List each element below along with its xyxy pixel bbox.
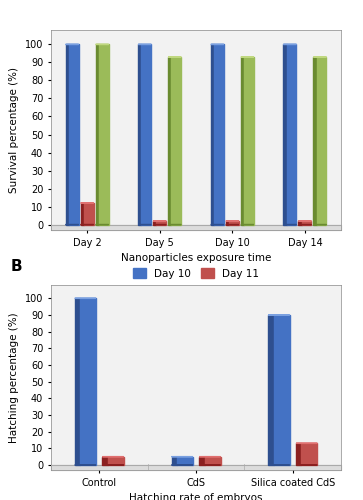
Bar: [66, 44, 69, 224]
Bar: [142, 44, 151, 224]
Bar: [51, 465, 341, 470]
Bar: [108, 456, 124, 465]
Bar: [81, 203, 84, 224]
Bar: [138, 44, 142, 224]
Bar: [51, 224, 341, 230]
Bar: [226, 221, 229, 224]
Legend: Day 10, Day 11: Day 10, Day 11: [129, 264, 263, 283]
Bar: [229, 221, 239, 224]
Y-axis label: Survival percentage (%): Survival percentage (%): [9, 67, 19, 193]
Bar: [153, 221, 156, 224]
Bar: [99, 44, 109, 224]
Bar: [298, 221, 302, 224]
Bar: [171, 57, 181, 224]
Bar: [284, 44, 287, 224]
Bar: [301, 444, 317, 465]
Bar: [214, 44, 224, 224]
Bar: [177, 456, 193, 465]
Bar: [296, 444, 301, 465]
Bar: [313, 57, 317, 224]
Bar: [102, 456, 108, 465]
Bar: [80, 298, 96, 465]
Bar: [274, 315, 290, 465]
Bar: [241, 57, 244, 224]
Bar: [156, 221, 166, 224]
Bar: [244, 57, 254, 224]
Bar: [168, 57, 171, 224]
Bar: [211, 44, 214, 224]
Bar: [199, 456, 204, 465]
Bar: [75, 298, 80, 465]
Bar: [317, 57, 326, 224]
Y-axis label: Hatching percentage (%): Hatching percentage (%): [9, 312, 19, 443]
Bar: [95, 44, 99, 224]
Bar: [302, 221, 311, 224]
Bar: [268, 315, 274, 465]
Text: B: B: [10, 259, 22, 274]
Bar: [287, 44, 297, 224]
X-axis label: Nanoparticles exposure time: Nanoparticles exposure time: [121, 253, 271, 263]
Bar: [69, 44, 79, 224]
Bar: [172, 456, 177, 465]
Bar: [204, 456, 220, 465]
Bar: [84, 203, 94, 224]
X-axis label: Hatching rate of embryos: Hatching rate of embryos: [129, 493, 263, 500]
